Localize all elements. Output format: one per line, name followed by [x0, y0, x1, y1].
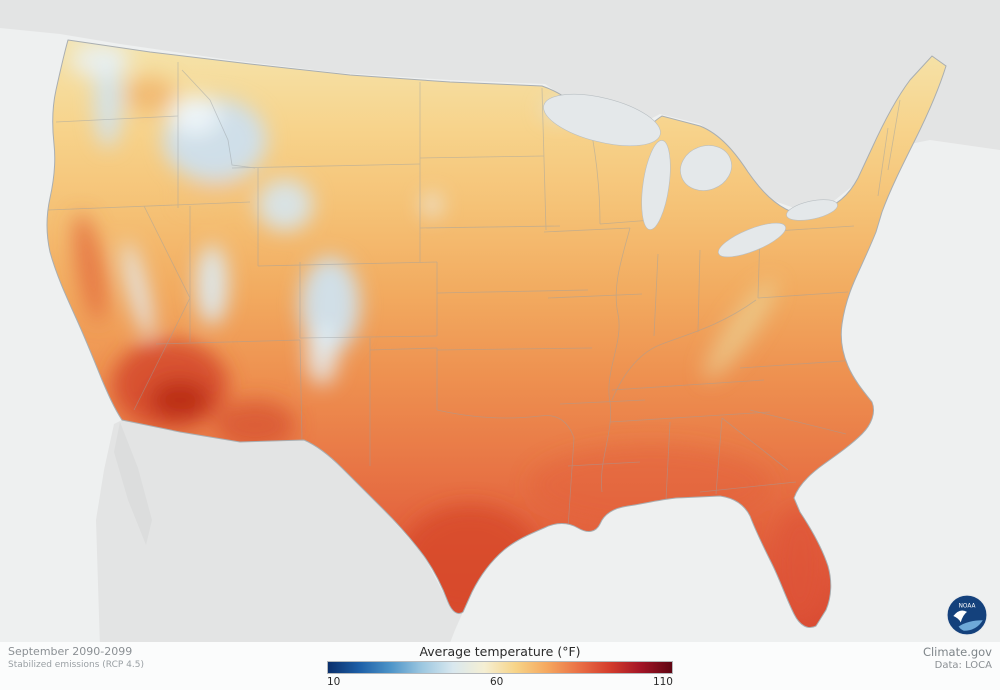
baja-peninsula: [114, 422, 152, 545]
lake-erie: [718, 222, 786, 258]
legend-tick-mid: 60: [489, 676, 504, 688]
legend-title: Average temperature (°F): [419, 644, 581, 659]
black-hills-cool-patch: [422, 193, 442, 217]
mexico-landmass: [96, 420, 463, 648]
north-washington-cool-patch: [70, 42, 130, 78]
desert-hot-core: [150, 380, 210, 420]
lake-huron: [680, 145, 732, 191]
noaa-logo-text: NOAA: [959, 604, 976, 610]
southern-newmexico-hot-patch: [215, 400, 295, 450]
wasatch-cool-patch: [196, 245, 228, 325]
period-label: September 2090-2099: [8, 645, 133, 658]
columbia-basin-warm-patch: [125, 77, 175, 113]
canada-landmass: [0, 0, 1000, 210]
legend-tick-max: 110: [652, 676, 673, 688]
noaa-logo[interactable]: NOAA: [946, 594, 988, 636]
us-outline: [46, 39, 947, 628]
scenario-label: Stabilized emissions (RCP 4.5): [8, 660, 144, 670]
lake-ontario: [786, 199, 838, 221]
lake-superior: [543, 93, 661, 147]
noaa-logo-gull-icon: [953, 610, 967, 623]
sierra-nevada-cool-patch: [123, 241, 153, 339]
central-valley-hot-streak: [74, 213, 106, 323]
san-juan-cool-patch: [306, 325, 338, 385]
credits-block: Climate.gov Data: LOCA: [923, 645, 992, 672]
us-temperature-map: [0, 0, 1000, 648]
snake-river-warm-streak: [180, 183, 250, 207]
lake-michigan: [641, 140, 671, 230]
source-label: Climate.gov: [922, 645, 992, 659]
bitterroot-cool-core: [170, 95, 220, 135]
noaa-logo-wave: [958, 620, 983, 631]
great-lakes: [543, 93, 838, 258]
florida-hot-patch: [774, 507, 826, 623]
period-block: September 2090-2099 Stabilized emissions…: [8, 645, 144, 671]
temperature-legend: Average temperature (°F) 10 60 110: [327, 644, 673, 688]
noaa-logo-graphic: NOAA: [946, 594, 988, 636]
appalachian-mild-ridge: [703, 280, 777, 380]
legend-gradient-bar: [327, 661, 673, 674]
footer: September 2090-2099 Stabilized emissions…: [0, 642, 1000, 690]
data-source-label: Data: LOCA: [934, 660, 992, 671]
yellowstone-cool-patch: [257, 179, 313, 231]
state-borders: [47, 62, 901, 529]
legend-ticks: 10 60 110: [327, 676, 673, 688]
legend-tick-min: 10: [327, 676, 341, 688]
